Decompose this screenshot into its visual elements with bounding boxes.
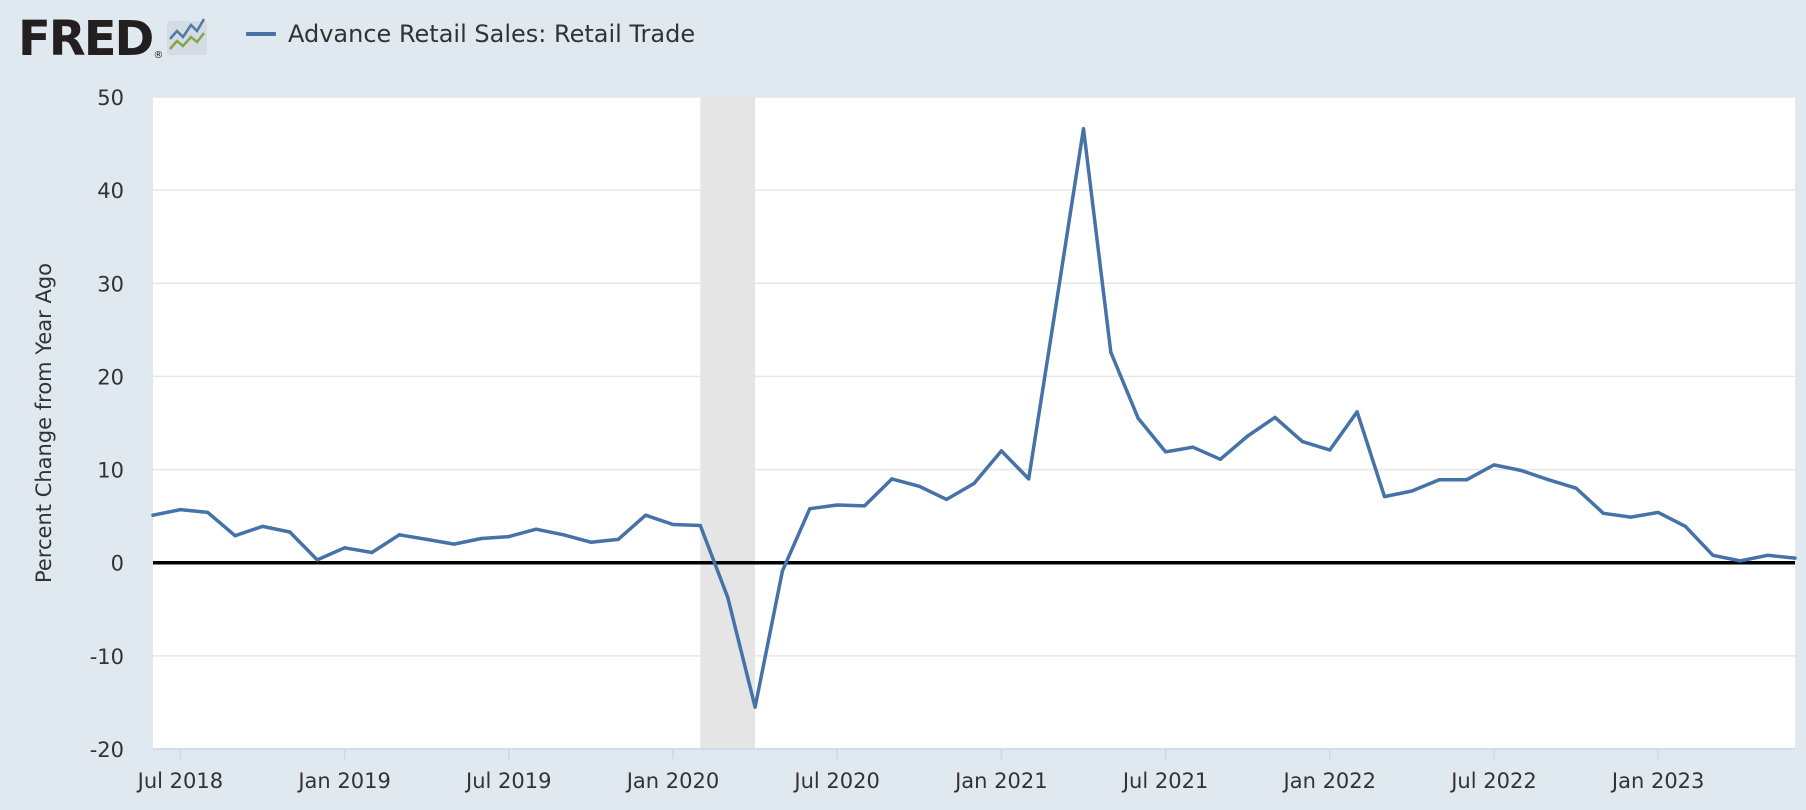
data-point[interactable] bbox=[507, 535, 511, 539]
data-point[interactable] bbox=[452, 542, 456, 546]
data-point[interactable] bbox=[644, 513, 648, 517]
data-point[interactable] bbox=[1109, 350, 1113, 354]
y-tick-label: 20 bbox=[97, 365, 124, 389]
y-tick-label: 30 bbox=[97, 272, 124, 296]
data-point[interactable] bbox=[1410, 489, 1414, 493]
data-point[interactable] bbox=[1273, 415, 1277, 420]
data-point[interactable] bbox=[315, 558, 319, 562]
data-point[interactable] bbox=[1163, 450, 1168, 454]
y-tick-label: 50 bbox=[97, 86, 124, 110]
data-point[interactable] bbox=[972, 481, 976, 486]
data-point[interactable] bbox=[342, 546, 347, 550]
data-point[interactable] bbox=[890, 477, 894, 481]
x-tick-label: Jul 2021 bbox=[1121, 769, 1208, 793]
data-point[interactable] bbox=[1054, 303, 1058, 307]
data-point[interactable] bbox=[835, 503, 839, 507]
data-point[interactable] bbox=[616, 537, 620, 542]
data-point[interactable] bbox=[1328, 448, 1332, 452]
logo-text: FRED bbox=[18, 11, 154, 67]
data-point[interactable] bbox=[1081, 127, 1086, 131]
x-tick-label: Jan 2020 bbox=[625, 769, 720, 793]
data-point[interactable] bbox=[1300, 440, 1304, 444]
data-point[interactable] bbox=[1246, 434, 1250, 438]
data-point[interactable] bbox=[1218, 457, 1222, 461]
data-point[interactable] bbox=[698, 523, 702, 528]
data-point[interactable] bbox=[671, 522, 675, 527]
x-tick-label: Jul 2020 bbox=[792, 769, 879, 793]
data-point[interactable] bbox=[999, 449, 1003, 453]
x-tick-label: Jan 2021 bbox=[953, 769, 1048, 793]
data-point[interactable] bbox=[1136, 416, 1140, 420]
data-point[interactable] bbox=[479, 536, 483, 541]
data-point[interactable] bbox=[1601, 511, 1606, 515]
data-point[interactable] bbox=[1382, 494, 1387, 499]
data-point[interactable] bbox=[206, 510, 210, 515]
data-point[interactable] bbox=[1793, 556, 1797, 560]
data-point[interactable] bbox=[178, 508, 182, 512]
registered-mark: ® bbox=[153, 50, 164, 61]
data-point[interactable] bbox=[917, 484, 921, 488]
data-point[interactable] bbox=[808, 507, 812, 511]
data-point[interactable] bbox=[1437, 478, 1441, 482]
y-tick-label: 0 bbox=[111, 552, 124, 576]
chart-legend[interactable]: Advance Retail Sales: Retail Trade bbox=[246, 20, 695, 48]
data-point[interactable] bbox=[1738, 559, 1742, 563]
x-tick-label: Jan 2023 bbox=[1610, 769, 1705, 793]
data-point[interactable] bbox=[260, 524, 265, 528]
data-point[interactable] bbox=[534, 527, 538, 531]
data-point[interactable] bbox=[589, 540, 593, 544]
y-axis-label: Percent Change from Year Ago bbox=[32, 263, 56, 583]
data-point[interactable] bbox=[370, 550, 374, 555]
data-point[interactable] bbox=[945, 497, 949, 501]
data-point[interactable] bbox=[1355, 410, 1359, 414]
y-tick-label: -10 bbox=[90, 645, 124, 669]
data-point[interactable] bbox=[1519, 468, 1523, 473]
y-tick-label: 40 bbox=[97, 179, 124, 203]
data-point[interactable] bbox=[1683, 524, 1688, 528]
data-point[interactable] bbox=[233, 534, 237, 538]
legend-swatch bbox=[246, 32, 276, 36]
data-point[interactable] bbox=[726, 595, 730, 599]
data-point[interactable] bbox=[1574, 486, 1578, 490]
data-point[interactable] bbox=[1629, 515, 1633, 519]
data-point[interactable] bbox=[561, 533, 566, 537]
x-tick-label: Jul 2018 bbox=[136, 769, 223, 793]
line-chart-icon bbox=[167, 18, 208, 55]
y-tick-label: -20 bbox=[90, 738, 124, 762]
data-point[interactable] bbox=[862, 504, 867, 508]
data-point[interactable] bbox=[1027, 477, 1031, 481]
fred-logo[interactable]: FRED ® bbox=[18, 11, 208, 67]
x-tick-label: Jul 2019 bbox=[464, 769, 551, 793]
data-point[interactable] bbox=[1766, 553, 1770, 557]
data-point[interactable] bbox=[397, 533, 401, 537]
data-point[interactable] bbox=[151, 513, 155, 517]
data-point[interactable] bbox=[288, 530, 292, 534]
data-point[interactable] bbox=[753, 705, 757, 709]
data-point[interactable] bbox=[780, 569, 785, 573]
chart-header: FRED ® Advance Retail Sales: Retail Trad… bbox=[0, 0, 1806, 80]
data-point[interactable] bbox=[1711, 553, 1715, 557]
y-tick-label: 10 bbox=[97, 459, 124, 483]
data-point[interactable] bbox=[1492, 463, 1496, 467]
data-point[interactable] bbox=[1656, 510, 1660, 515]
recession-shading bbox=[700, 97, 756, 749]
plot-area bbox=[153, 97, 1795, 749]
data-point[interactable] bbox=[1547, 478, 1551, 482]
data-point[interactable] bbox=[1191, 445, 1195, 449]
data-point[interactable] bbox=[425, 537, 429, 542]
legend-label: Advance Retail Sales: Retail Trade bbox=[288, 20, 696, 48]
data-point[interactable] bbox=[1465, 478, 1469, 482]
x-tick-label: Jan 2022 bbox=[1282, 769, 1377, 793]
x-tick-label: Jul 2022 bbox=[1449, 769, 1536, 793]
x-tick-label: Jan 2019 bbox=[296, 769, 391, 793]
